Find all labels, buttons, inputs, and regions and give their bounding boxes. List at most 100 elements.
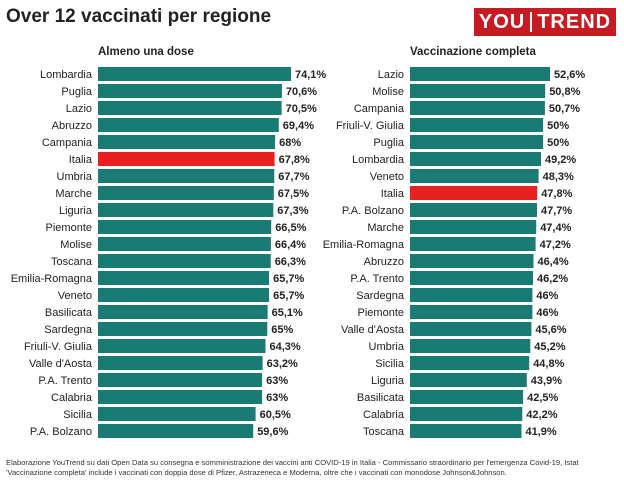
bar: [98, 305, 268, 319]
value-label: 65,7%: [273, 290, 304, 302]
category-label: Marche: [55, 188, 92, 200]
footer-line-1: Elaborazione YouTrend su dati Open Data …: [6, 458, 579, 467]
value-label: 42,5%: [527, 392, 558, 404]
value-label: 47,8%: [541, 188, 572, 200]
value-label: 74,1%: [295, 69, 326, 81]
bar: [98, 356, 263, 370]
bar: [410, 101, 545, 115]
bar: [98, 118, 279, 132]
bar: [98, 288, 270, 302]
bar: [410, 271, 533, 285]
category-label: Sardegna: [356, 290, 405, 302]
value-label: 69,4%: [283, 120, 314, 132]
value-label: 70,6%: [286, 86, 317, 98]
category-label: Lazio: [378, 69, 404, 81]
category-label: Liguria: [371, 375, 405, 387]
bar: [98, 407, 256, 421]
bar: [98, 84, 282, 98]
bar: [98, 271, 270, 285]
category-label: Italia: [69, 154, 93, 166]
bar: [98, 169, 275, 183]
category-label: Calabria: [363, 409, 405, 421]
bar: [98, 152, 275, 166]
value-label: 60,5%: [260, 409, 291, 421]
bar: [410, 254, 534, 268]
value-label: 44,8%: [533, 358, 564, 370]
category-label: Sicilia: [375, 358, 405, 370]
value-label: 67,3%: [277, 205, 308, 217]
bar: [410, 84, 546, 98]
footer-note: Elaborazione YouTrend su dati Open Data …: [6, 458, 618, 478]
bar: [98, 254, 271, 268]
category-label: P.A. Bolzano: [342, 205, 404, 217]
category-label: Italia: [381, 188, 405, 200]
bar: [410, 203, 537, 217]
category-label: Toscana: [51, 256, 93, 268]
value-label: 63%: [266, 392, 288, 404]
category-label: Piemonte: [46, 222, 92, 234]
value-label: 46%: [536, 307, 558, 319]
value-label: 64,3%: [270, 341, 301, 353]
bar: [410, 67, 550, 81]
category-label: Veneto: [58, 290, 92, 302]
bar: [98, 220, 272, 234]
logo-right: TREND: [537, 10, 612, 33]
panel-title: Almeno una dose: [98, 46, 194, 58]
value-label: 67,8%: [279, 154, 310, 166]
value-label: 41,9%: [526, 426, 557, 438]
category-label: Emilia-Romagna: [11, 273, 93, 285]
value-label: 65%: [271, 324, 293, 336]
value-label: 65,7%: [273, 273, 304, 285]
category-label: Umbria: [369, 341, 405, 353]
bar: [410, 407, 523, 421]
value-label: 50,8%: [549, 86, 580, 98]
category-label: Piemonte: [358, 307, 404, 319]
bar: [410, 237, 536, 251]
logo-separator: [530, 12, 533, 32]
bar: [410, 356, 530, 370]
category-label: Toscana: [363, 426, 405, 438]
bar: [410, 135, 544, 149]
value-label: 68%: [279, 137, 301, 149]
value-label: 45,6%: [535, 324, 566, 336]
category-label: Emilia-Romagna: [323, 239, 405, 251]
youtrend-logo: YOU TREND: [474, 8, 616, 36]
chart-title: Over 12 vaccinati per regione: [6, 6, 272, 27]
value-label: 50%: [547, 120, 569, 132]
value-label: 50,7%: [549, 103, 580, 115]
value-label: 66,3%: [275, 256, 306, 268]
category-label: Puglia: [61, 86, 92, 98]
bar: [410, 288, 533, 302]
value-label: 66,4%: [275, 239, 306, 251]
category-label: P.A. Trento: [38, 375, 92, 387]
bar: [98, 339, 266, 353]
value-label: 67,7%: [278, 171, 309, 183]
category-label: Lombardia: [352, 154, 405, 166]
value-label: 47,4%: [540, 222, 571, 234]
bar: [98, 203, 274, 217]
bar: [98, 101, 282, 115]
panel-title: Vaccinazione completa: [410, 46, 537, 58]
value-label: 47,2%: [540, 239, 571, 251]
bar: [98, 424, 254, 438]
category-label: Sicilia: [63, 409, 93, 421]
bar: [98, 67, 291, 81]
bar: [410, 305, 533, 319]
category-label: Lombardia: [40, 69, 93, 81]
value-label: 52,6%: [554, 69, 585, 81]
value-label: 46,4%: [538, 256, 569, 268]
category-label: Friuli-V. Giulia: [24, 341, 93, 353]
bar-charts: Almeno una dose Lombardia 74,1% Puglia 70,6%…: [11, 46, 585, 438]
category-label: Valle d'Aosta: [341, 324, 405, 336]
category-label: Campania: [42, 137, 93, 149]
category-label: P.A. Trento: [350, 273, 404, 285]
bar: [98, 390, 263, 404]
value-label: 63,2%: [267, 358, 298, 370]
bar: [98, 186, 274, 200]
bar: [410, 169, 539, 183]
value-label: 48,3%: [543, 171, 574, 183]
category-label: P.A. Bolzano: [30, 426, 92, 438]
category-label: Campania: [354, 103, 405, 115]
value-label: 67,5%: [278, 188, 309, 200]
category-label: Puglia: [373, 137, 404, 149]
